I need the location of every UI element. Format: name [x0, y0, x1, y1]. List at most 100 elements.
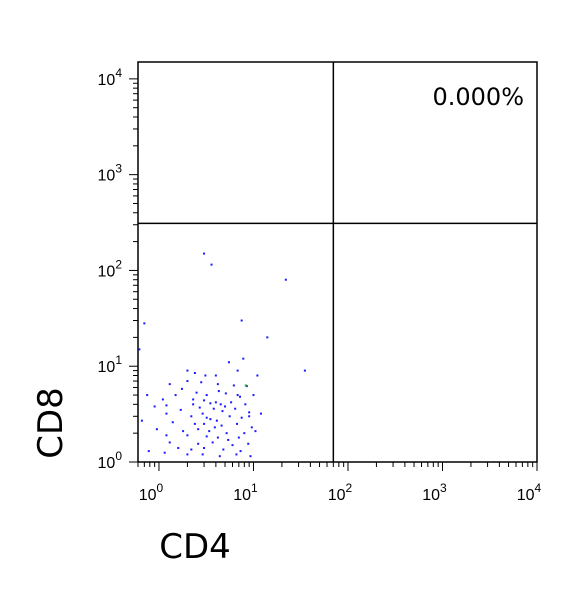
data-point	[174, 394, 177, 397]
data-point	[165, 412, 168, 415]
data-point	[171, 421, 174, 424]
x-tick-labels: 100 101 102 103 104	[139, 481, 542, 504]
data-point	[243, 432, 246, 435]
data-point	[248, 411, 251, 414]
data-point	[179, 408, 182, 411]
x-tick-exponent: 2	[346, 481, 353, 495]
data-point	[198, 406, 201, 409]
data-point	[244, 403, 247, 406]
data-point	[209, 402, 212, 405]
y-tick-exponent: 3	[115, 162, 122, 176]
data-point	[205, 394, 208, 397]
x-tick-base: 10	[328, 487, 346, 504]
data-point	[186, 453, 189, 456]
data-point	[217, 390, 220, 393]
x-tick-base: 10	[233, 487, 251, 504]
data-point	[190, 448, 193, 451]
data-point	[236, 369, 239, 372]
x-tick-exponent: 3	[440, 481, 447, 495]
x-tick-exponent: 4	[535, 481, 542, 495]
data-point	[143, 322, 146, 325]
data-point	[231, 444, 234, 447]
data-point	[219, 403, 222, 406]
data-point	[240, 319, 243, 322]
data-point	[249, 455, 252, 458]
data-point	[213, 426, 216, 429]
data-point	[146, 394, 149, 397]
x-tick-base: 10	[517, 487, 535, 504]
data-point	[235, 453, 238, 456]
y-tick-base: 10	[98, 168, 116, 185]
y-tick-exponent: 0	[115, 449, 122, 463]
data-point	[180, 387, 183, 390]
quadrant-gates	[138, 62, 537, 462]
y-tick-exponent: 1	[115, 353, 122, 367]
plot-frame	[137, 61, 538, 463]
x-tick-label: 104	[517, 481, 542, 504]
data-point	[186, 434, 189, 437]
data-point	[138, 348, 141, 351]
data-point	[186, 369, 189, 372]
data-point	[209, 418, 212, 421]
data-point	[256, 374, 259, 377]
data-point	[190, 415, 193, 418]
data-point	[203, 447, 206, 450]
y-tick-label: 104	[98, 66, 123, 89]
data-point	[218, 455, 221, 458]
data-point	[155, 428, 158, 431]
data-point	[147, 450, 150, 453]
data-point	[216, 383, 219, 386]
data-point	[239, 450, 242, 453]
x-axis-title: CD4	[159, 527, 231, 567]
data-point	[192, 403, 195, 406]
data-point	[203, 422, 206, 425]
y-tick-label: 100	[98, 449, 123, 472]
data-point	[165, 404, 168, 407]
y-tick-label: 102	[98, 257, 123, 280]
y-tick-label: 103	[98, 162, 123, 185]
data-point	[161, 398, 164, 401]
data-point	[153, 405, 156, 408]
data-point	[216, 436, 219, 439]
y-tick-base: 10	[98, 263, 116, 280]
data-point	[195, 391, 198, 394]
data-point	[238, 395, 241, 398]
plot-border	[137, 61, 538, 463]
data-point	[205, 416, 208, 419]
data-point	[201, 412, 204, 415]
data-point	[227, 361, 230, 364]
data-point	[192, 398, 195, 401]
quadrant-percentage-label: 0.000%	[432, 83, 524, 111]
data-point	[205, 435, 208, 438]
data-point	[254, 430, 257, 433]
data-point	[224, 392, 227, 395]
y-tick-label: 101	[98, 353, 123, 376]
data-point	[186, 380, 189, 383]
y-tick-exponent: 2	[115, 257, 122, 271]
data-point	[221, 410, 224, 413]
y-axis-title: CD8	[31, 387, 71, 459]
x-tick-base: 10	[422, 487, 440, 504]
x-tick-label: 100	[139, 481, 164, 504]
data-point	[214, 374, 217, 377]
data-point	[236, 422, 239, 425]
data-point	[224, 405, 227, 408]
x-tick-exponent: 0	[157, 481, 164, 495]
axis-ticks	[129, 78, 538, 471]
data-point	[232, 384, 235, 387]
y-tick-exponent: 4	[115, 66, 122, 80]
data-point	[177, 447, 180, 450]
data-point	[203, 252, 206, 255]
data-point	[248, 415, 251, 418]
data-point	[197, 442, 200, 445]
data-point-highlight	[244, 384, 247, 387]
data-point	[211, 441, 214, 444]
data-point	[240, 416, 243, 419]
x-tick-label: 102	[328, 481, 353, 504]
data-point	[193, 371, 196, 374]
data-point	[234, 407, 237, 410]
data-point	[182, 430, 185, 433]
data-point	[242, 357, 245, 360]
